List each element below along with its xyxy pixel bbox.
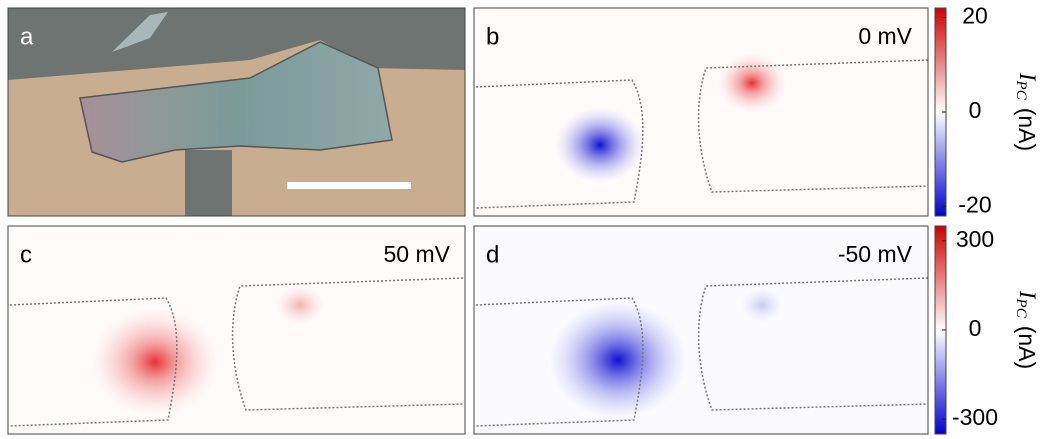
photocurrent-spot	[555, 107, 645, 183]
photocurrent-spot	[740, 287, 784, 323]
label-unit: (nA)	[1014, 108, 1040, 151]
figure: a b 0 mV c 50 mV d -50 mV 200-20IPC(nA)3…	[0, 0, 1047, 439]
colorbar-tick-label: 300	[956, 226, 994, 252]
panel-a: a	[8, 8, 465, 216]
colorbar-label: IPC(nA)	[1013, 72, 1040, 151]
panel-b: b 0 mV	[474, 8, 928, 216]
colorbar-tick-label: -300	[952, 404, 998, 430]
colorbar-tick-label: 20	[962, 3, 988, 29]
colorbar-tick-label: -20	[958, 192, 991, 218]
panel-c: c 50 mV	[8, 226, 465, 434]
photocurrent-spot	[548, 300, 688, 420]
scale-bar	[287, 182, 411, 189]
panel-label: a	[20, 23, 34, 50]
panel-label: b	[486, 23, 499, 50]
colorbar-label: IPC(nA)	[1013, 290, 1040, 369]
panel-label: c	[20, 241, 32, 268]
label-subscript: PC	[1013, 80, 1029, 101]
bias-label: 50 mV	[384, 241, 451, 267]
colorbar-tick-label: 0	[969, 315, 982, 341]
photocurrent-spot	[275, 285, 325, 325]
bias-label: -50 mV	[838, 241, 913, 267]
panel-d: d -50 mV	[474, 226, 928, 434]
photocurrent-spot	[90, 307, 220, 417]
bias-label: 0 mV	[858, 23, 912, 49]
label-unit: (nA)	[1014, 326, 1040, 369]
label-subscript: PC	[1013, 298, 1029, 319]
panel-label: d	[486, 241, 499, 268]
photocurrent-spot	[717, 53, 787, 113]
gate-lead	[185, 150, 232, 216]
colorbar-tick-label: 0	[969, 97, 982, 123]
